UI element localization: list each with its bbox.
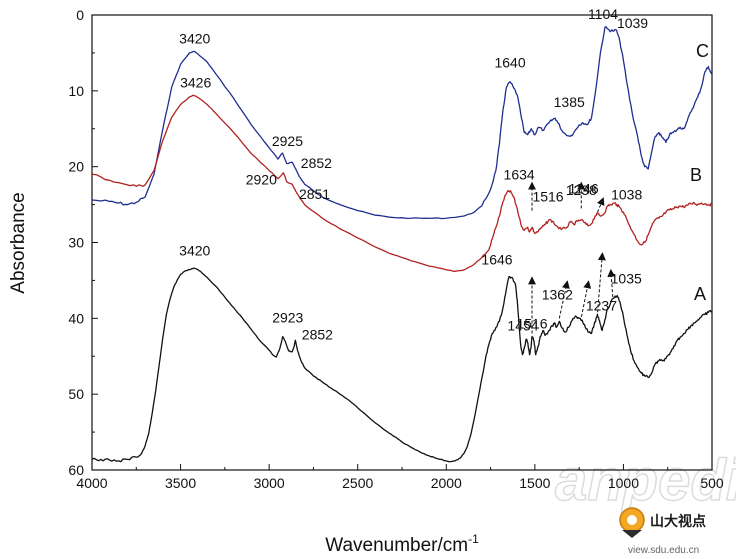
x-tick-label: 1000: [608, 475, 639, 491]
peak-label-B: 2851: [299, 186, 330, 202]
peak-label-A: 1454: [507, 317, 538, 333]
peak-label-C: 1385: [554, 94, 585, 110]
x-axis-title: Wavenumber/cm-1: [325, 532, 479, 556]
peak-label-A: 1646: [481, 252, 512, 268]
peak-label-C: 1104: [588, 6, 618, 22]
x-tick-label: 3000: [254, 475, 285, 491]
peak-label-B: 1516: [532, 188, 563, 204]
y-tick-label: 20: [68, 159, 84, 175]
x-tick-label: 2500: [342, 475, 373, 491]
peak-label-B: 2920: [246, 172, 277, 188]
peak-label-B: 1146: [569, 181, 599, 197]
series-tag-A: A: [694, 284, 706, 304]
x-axis-title-main: Wavenumber/cm: [325, 535, 468, 556]
peak-label-A: 1362: [542, 286, 573, 302]
peak-label-A: 3420: [179, 242, 210, 258]
y-tick-label: 0: [76, 7, 84, 23]
x-tick-label: 500: [700, 475, 724, 491]
peak-arrow: [607, 268, 616, 298]
x-tick-label: 2000: [431, 475, 462, 491]
x-tick-label: 1500: [519, 475, 550, 491]
peak-arrow: [597, 252, 606, 313]
x-tick-label: 3500: [165, 475, 196, 491]
peak-label-A: 2923: [272, 310, 303, 326]
peak-label-B: 1038: [611, 187, 642, 203]
arrows-layer: [528, 181, 616, 334]
series-tag-C: C: [696, 41, 709, 61]
logo-url: view.sdu.edu.cn: [628, 545, 699, 556]
y-tick-label: 40: [68, 310, 84, 326]
y-tick-label: 30: [68, 235, 84, 251]
y-axis-title: Absorbance: [8, 192, 29, 293]
series-line-A: [91, 267, 713, 463]
peak-label-B: 1238: [566, 182, 597, 198]
peak-label-C: 1039: [617, 15, 648, 31]
x-tick-label: 4000: [76, 475, 107, 491]
x-axis-title-superscript: -1: [468, 532, 479, 546]
peak-label-A: 2852: [302, 326, 333, 342]
peak-label-B: 1634: [504, 166, 535, 182]
peak-label-C: 2925: [272, 133, 303, 149]
y-tick-label: 50: [68, 386, 84, 402]
y-tick-label: 60: [68, 462, 84, 478]
peak-label-C: 2852: [301, 155, 332, 171]
watermark-logo: 山大视点 view.sdu.edu.cn: [619, 507, 706, 556]
peak-arrow: [580, 280, 592, 317]
y-tick-label: 10: [68, 83, 84, 99]
series-layer: [91, 26, 713, 463]
peak-label-A: 1237: [586, 298, 617, 314]
logo-text: 山大视点: [650, 513, 706, 529]
peak-label-C: 1640: [494, 55, 525, 71]
series-line-C: [91, 26, 713, 220]
peak-label-C: 3420: [179, 30, 210, 46]
peak-label-A: 1516: [516, 316, 547, 332]
peak-arrow: [596, 197, 605, 213]
series-tag-B: B: [690, 165, 702, 185]
peak-label-A: 1035: [611, 271, 642, 287]
peak-label-B: 3426: [180, 74, 211, 90]
logo-emblem-icon: [619, 507, 645, 538]
peak-arrow: [558, 280, 570, 319]
axes: 4000 3500 3000 2500 2000 1500 1000 500 0 10 20 30 40…: [68, 7, 723, 491]
watermark-background-text: anpedia: [555, 448, 736, 513]
series-line-B: [91, 94, 713, 272]
